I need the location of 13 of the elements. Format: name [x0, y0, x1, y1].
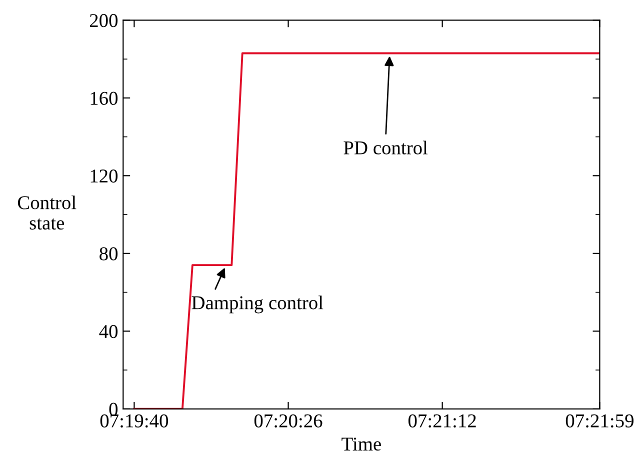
y-axis-title: Control state	[18, 196, 76, 230]
x-tick-label: 07:19:40	[100, 414, 168, 428]
y-tick-label: 200	[90, 14, 118, 28]
x-tick-label: 07:21:12	[408, 414, 476, 428]
y-tick-label: 40	[99, 324, 118, 338]
x-axis-title: Time	[342, 438, 381, 451]
x-tick-label: 07:20:26	[254, 414, 322, 428]
y-tick-label: 120	[90, 170, 118, 183]
annotation: Damping control	[192, 296, 324, 314]
annotation: PD control	[344, 140, 428, 154]
x-tick-label: 07:21:59	[566, 414, 634, 428]
y-tick-label: 160	[90, 92, 118, 105]
y-tick-label: 80	[100, 247, 118, 260]
